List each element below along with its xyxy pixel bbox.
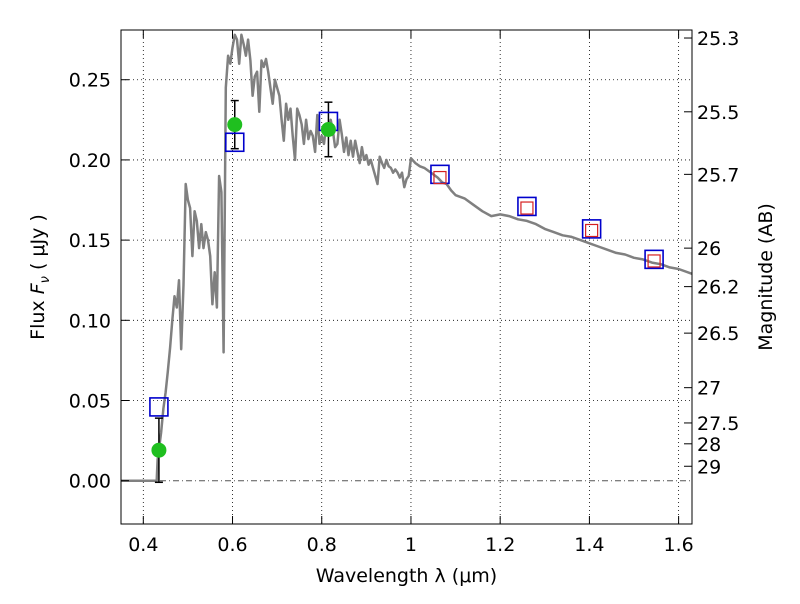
y-tick-label: 0.25 — [69, 70, 111, 92]
y-tick-label: 0.20 — [69, 150, 111, 172]
y2-axis-title: Magnitude (AB) — [755, 203, 777, 351]
y2-tick-label: 26.5 — [697, 323, 739, 345]
y-axis-title-symbol: F — [27, 282, 49, 294]
y2-tick-label: 25.5 — [697, 102, 739, 124]
x-tick-label: 1.6 — [664, 534, 694, 556]
predicted-photometry-square — [520, 201, 534, 215]
x-axis-title: Wavelength λ (μm) — [316, 565, 497, 587]
model-photometry-square — [517, 196, 537, 217]
y2-tick-label: 28 — [697, 434, 721, 456]
x-tick-label: 0.6 — [217, 534, 247, 556]
predicted-photometry-square — [433, 170, 447, 185]
plot-frame — [120, 29, 693, 525]
x-axis: 0.4 0.6 0.8 1 1.2 1.4 1.6 — [128, 30, 694, 556]
y2-tick-label: 29 — [697, 456, 721, 478]
y-tick-label: 0.10 — [69, 310, 111, 332]
y2-tick-label: 27 — [697, 378, 721, 400]
x-tick-label: 1 — [405, 534, 417, 556]
model-photometry-square — [224, 132, 245, 153]
model-photometry-group — [149, 111, 664, 417]
y-axis-title-suffix: ( μJy ) — [27, 214, 49, 276]
y-axis-title-prefix: Flux — [27, 294, 49, 340]
predicted-photometry-group — [433, 170, 661, 268]
observed-photometry-group — [151, 117, 336, 458]
y-tick-label: 0.15 — [69, 230, 111, 252]
predicted-photometry-square — [585, 223, 599, 238]
predicted-photometry-square — [647, 254, 661, 268]
x-tick-label: 0.4 — [128, 534, 158, 556]
y2-tick-label: 25.3 — [697, 28, 739, 50]
y-axis: 0.00 0.05 0.10 0.15 0.20 0.25 — [69, 70, 129, 493]
y2-tick-label: 26 — [697, 238, 721, 260]
y2-tick-label: 26.2 — [697, 277, 739, 299]
model-photometry-square — [581, 219, 602, 239]
x-tick-label: 1.2 — [485, 534, 515, 556]
observed-photometry-point — [227, 117, 243, 133]
y2-tick-label: 25.7 — [697, 164, 739, 186]
model-photometry-square — [149, 397, 169, 417]
x-tick-label: 0.8 — [307, 534, 337, 556]
observed-photometry-point — [151, 442, 167, 458]
y2-tick-label: 27.5 — [697, 413, 739, 435]
x-tick-label: 1.4 — [574, 534, 604, 556]
y-tick-label: 0.00 — [69, 471, 111, 493]
model-photometry-square — [644, 249, 664, 270]
y-axis-title-subscript: ν — [38, 276, 53, 283]
y-tick-label: 0.05 — [69, 391, 111, 413]
observed-photometry-point — [320, 121, 336, 137]
model-spectrum-group — [121, 33, 693, 482]
y-axis-title: Flux Fν ( μJy ) — [27, 214, 53, 340]
model-spectrum-line — [121, 33, 693, 482]
